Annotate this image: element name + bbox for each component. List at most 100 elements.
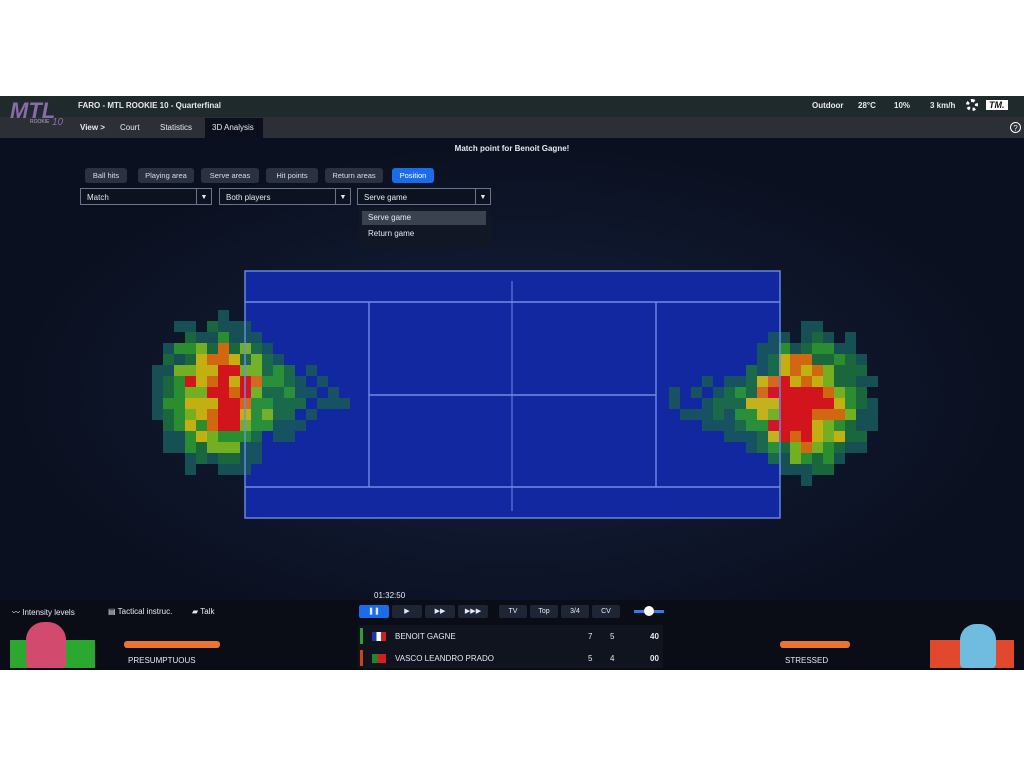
heat-cell [196, 354, 207, 365]
dropdown[interactable]: Both players ▼ [219, 188, 351, 205]
heat-cell [273, 431, 284, 442]
heat-cell [823, 431, 834, 442]
hud-button[interactable]: ▤ Tactical instruc. [108, 607, 173, 616]
heat-cell [185, 376, 196, 387]
heat-cell [185, 398, 196, 409]
camera-view[interactable]: 3/4 [561, 605, 589, 618]
nav-item[interactable]: Statistics [160, 123, 193, 132]
heat-cell [790, 354, 801, 365]
label: Intensity levels [22, 608, 75, 617]
heat-cell [845, 431, 856, 442]
heat-cell [735, 431, 746, 442]
zoom-knob[interactable] [644, 606, 654, 616]
heat-cell [284, 398, 295, 409]
heat-cell [185, 442, 196, 453]
dropdown-option[interactable]: Return game [368, 229, 415, 238]
serve-marker [360, 650, 363, 666]
heat-cell [185, 343, 196, 354]
heat-cell [152, 387, 163, 398]
tab[interactable]: Hit points [266, 168, 318, 183]
heat-cell [735, 387, 746, 398]
settings-icon[interactable] [966, 99, 978, 111]
heat-cell [856, 365, 867, 376]
heat-cell [251, 365, 262, 376]
heat-cell [702, 420, 713, 431]
heat-cell [185, 409, 196, 420]
dropdown-arrow: ▼ [475, 189, 490, 204]
heat-cell [262, 420, 273, 431]
court-heatmap [152, 270, 878, 519]
heat-cell [218, 376, 229, 387]
heat-cell [229, 453, 240, 464]
banner: Match point for Benoit Gagne! [454, 144, 570, 153]
tab[interactable]: Ball hits [85, 168, 127, 183]
heat-cell [251, 409, 262, 420]
heat-cell [768, 332, 779, 343]
dropdown[interactable]: Match ▼ [80, 188, 212, 205]
play-button[interactable]: ▶ [392, 605, 422, 618]
heat-cell [746, 387, 757, 398]
heat-cell [724, 387, 735, 398]
heat-cell [295, 376, 306, 387]
heat-cell [229, 398, 240, 409]
heat-cell [856, 420, 867, 431]
hud-button[interactable]: 〰 Intensity levels [12, 608, 75, 617]
nav-item[interactable]: Court [120, 123, 140, 132]
pause-button[interactable]: ❚❚ [359, 605, 389, 618]
dropdown-option[interactable]: Serve game [362, 211, 486, 225]
heat-cell [779, 332, 790, 343]
brand-logo: TM. [986, 100, 1008, 110]
heat-cell [812, 376, 823, 387]
heat-cell [801, 453, 812, 464]
heat-cell [801, 398, 812, 409]
heat-cell [163, 420, 174, 431]
heat-cell [218, 321, 229, 332]
heat-cell [823, 354, 834, 365]
heat-cell [724, 409, 735, 420]
heat-cell [812, 332, 823, 343]
heat-cell [845, 387, 856, 398]
tab[interactable]: Position [392, 168, 434, 183]
heat-cell [735, 398, 746, 409]
heat-cell [702, 409, 713, 420]
dropdown[interactable]: Serve game ▼ [357, 188, 491, 205]
heat-cell [669, 387, 680, 398]
fastest-button[interactable]: ▶▶▶ [458, 605, 488, 618]
heat-cell [724, 376, 735, 387]
tab[interactable]: Playing area [138, 168, 194, 183]
label: Talk [200, 607, 215, 616]
heat-cell [834, 354, 845, 365]
heat-cell [218, 332, 229, 343]
heat-cell [284, 365, 295, 376]
heat-cell [702, 376, 713, 387]
heat-cell [669, 398, 680, 409]
heat-cell [779, 409, 790, 420]
serve-marker [360, 628, 363, 644]
nav-item[interactable]: 3D Analysis [212, 123, 254, 132]
heat-cell [163, 442, 174, 453]
tab[interactable]: Return areas [325, 168, 383, 183]
heat-cell [152, 365, 163, 376]
heat-cell [790, 453, 801, 464]
heat-cell [185, 365, 196, 376]
tab[interactable]: Serve areas [201, 168, 259, 183]
heat-cell [746, 398, 757, 409]
nav-view[interactable]: View > [80, 123, 105, 132]
camera-view[interactable]: Top [530, 605, 558, 618]
heat-cell [702, 398, 713, 409]
heat-cell [790, 387, 801, 398]
camera-view[interactable]: TV [499, 605, 527, 618]
camera-view[interactable]: CV [592, 605, 620, 618]
heat-cell [845, 420, 856, 431]
dropdown-arrow: ▼ [335, 189, 350, 204]
heat-cell [218, 431, 229, 442]
hud-button[interactable]: ▰ Talk [192, 607, 215, 616]
heat-cell [218, 310, 229, 321]
heat-cell [207, 431, 218, 442]
logo-sub: ROOKIE [30, 119, 50, 125]
heat-cell [801, 409, 812, 420]
help[interactable]: ? [1010, 122, 1021, 133]
fast-button[interactable]: ▶▶ [425, 605, 455, 618]
heat-cell [196, 376, 207, 387]
heat-cell [196, 453, 207, 464]
